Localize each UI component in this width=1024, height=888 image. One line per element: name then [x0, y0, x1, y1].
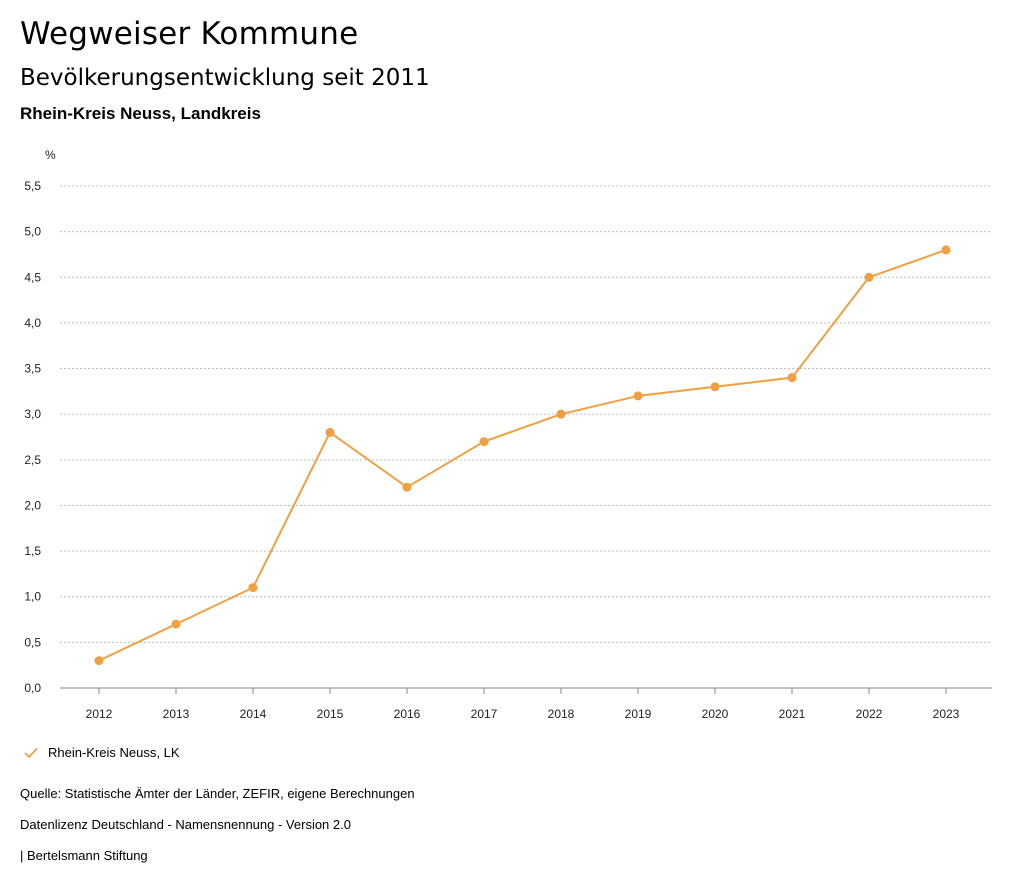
y-axis-unit: % [45, 148, 56, 162]
data-point[interactable] [864, 272, 874, 282]
y-axis-ticks: 0,0 0,5 1,0 1,5 2,0 2,5 3,0 3,5 4,0 4,5 5,0 5,5 [24, 179, 41, 695]
legend[interactable]: Rhein-Kreis Neuss, LK [24, 745, 180, 760]
y-tick-label: 2,5 [24, 453, 41, 467]
y-tick-label: 0,0 [24, 681, 41, 695]
region-label: Rhein-Kreis Neuss, Landkreis [20, 104, 261, 123]
x-tick-label: 2022 [856, 707, 883, 721]
y-tick-label: 4,5 [24, 270, 41, 284]
data-point[interactable] [479, 437, 489, 447]
x-tick-label: 2014 [240, 707, 267, 721]
data-point[interactable] [325, 427, 335, 437]
y-tick-label: 5,5 [24, 179, 41, 193]
x-tick-label: 2019 [625, 707, 652, 721]
grid-lines [60, 185, 992, 689]
data-point[interactable] [402, 482, 412, 492]
chart-subtitle: Bevölkerungsentwicklung seit 2011 [20, 65, 430, 91]
data-point[interactable] [556, 409, 566, 419]
y-tick-label: 3,5 [24, 362, 41, 376]
x-tick-label: 2017 [471, 707, 498, 721]
publisher-note: | Bertelsmann Stiftung [20, 848, 148, 863]
x-tick-label: 2018 [548, 707, 575, 721]
data-point[interactable] [710, 382, 720, 392]
series-line [98, 248, 947, 662]
x-tick-label: 2023 [933, 707, 960, 721]
x-axis-ticks: 2012 2013 2014 2015 2016 2017 2018 2019 2020 2021… [86, 688, 960, 721]
license-note: Datenlizenz Deutschland - Namensnennung … [20, 817, 351, 832]
y-tick-label: 4,0 [24, 316, 41, 330]
data-point[interactable] [787, 373, 797, 383]
y-tick-label: 0,5 [24, 635, 41, 649]
y-tick-label: 2,0 [24, 498, 41, 512]
series-rhein-kreis-neuss [94, 245, 951, 666]
data-point[interactable] [633, 391, 643, 401]
x-tick-label: 2015 [317, 707, 344, 721]
data-point[interactable] [941, 245, 951, 255]
data-point[interactable] [171, 619, 181, 629]
legend-check-icon [24, 747, 38, 758]
data-point[interactable] [94, 656, 104, 666]
x-tick-label: 2013 [163, 707, 190, 721]
legend-label: Rhein-Kreis Neuss, LK [48, 745, 180, 760]
y-tick-label: 1,0 [24, 590, 41, 604]
y-tick-label: 3,0 [24, 407, 41, 421]
y-tick-label: 5,0 [24, 225, 41, 239]
page-title: Wegweiser Kommune [20, 16, 359, 52]
data-point[interactable] [248, 583, 258, 593]
source-note: Quelle: Statistische Ämter der Länder, Z… [20, 786, 415, 801]
x-tick-label: 2016 [394, 707, 421, 721]
y-tick-label: 1,5 [24, 544, 41, 558]
x-tick-label: 2021 [779, 707, 806, 721]
x-tick-label: 2012 [86, 707, 113, 721]
x-tick-label: 2020 [702, 707, 729, 721]
